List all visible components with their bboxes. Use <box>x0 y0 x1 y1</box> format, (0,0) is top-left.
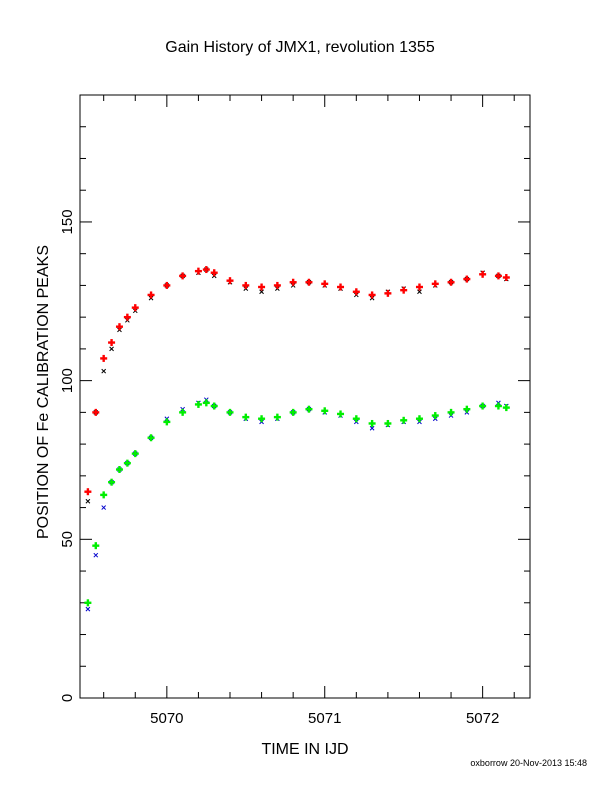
data-point <box>101 368 107 374</box>
data-point <box>210 402 218 410</box>
data-point <box>85 606 91 612</box>
data-point <box>431 280 439 288</box>
data-point <box>289 278 297 286</box>
data-point <box>242 413 250 421</box>
data-point <box>305 405 313 413</box>
data-point <box>179 408 187 416</box>
data-point <box>84 599 92 607</box>
data-point <box>273 281 281 289</box>
series-layer <box>84 266 510 612</box>
data-point <box>108 339 116 347</box>
data-point <box>431 412 439 420</box>
y-tick-label: 100 <box>59 368 76 393</box>
data-point <box>131 304 139 312</box>
data-point <box>384 419 392 427</box>
data-point <box>337 410 345 418</box>
data-point <box>258 415 266 423</box>
y-tick-label: 150 <box>59 209 76 234</box>
data-point <box>273 413 281 421</box>
data-point <box>258 283 266 291</box>
data-point <box>415 415 423 423</box>
data-point <box>115 465 123 473</box>
data-point <box>400 286 408 294</box>
footer-credit: oxborrow 20-Nov-2013 15:48 <box>470 758 587 768</box>
series-0 <box>85 267 509 504</box>
data-point <box>502 404 510 412</box>
data-point <box>259 289 264 295</box>
data-point <box>163 418 171 426</box>
data-point <box>93 552 99 558</box>
data-point <box>202 266 210 274</box>
data-point <box>337 283 345 291</box>
data-point <box>494 402 502 410</box>
data-point <box>479 402 487 410</box>
data-point <box>502 273 510 281</box>
data-point <box>417 289 422 295</box>
series-2 <box>85 397 509 612</box>
plot-frame <box>79 94 531 699</box>
data-point <box>447 408 455 416</box>
data-point <box>369 425 375 431</box>
data-point <box>463 405 471 413</box>
x-tick-label: 5070 <box>150 710 183 727</box>
axis-tick-labels: 5070 5071 5072 0 50 100 150 <box>59 209 499 727</box>
data-point <box>242 281 250 289</box>
data-point <box>447 278 455 286</box>
data-point <box>194 400 202 408</box>
data-point <box>321 407 329 415</box>
data-point <box>289 408 297 416</box>
data-point <box>368 419 376 427</box>
y-tick-label: 50 <box>59 531 76 548</box>
data-point <box>226 408 234 416</box>
data-point <box>100 491 108 499</box>
x-axis-label: TIME IN IJD <box>261 741 348 758</box>
data-point <box>85 498 91 504</box>
data-point <box>494 272 502 280</box>
data-point <box>463 275 471 283</box>
x-tick-label: 5072 <box>466 710 499 727</box>
series-1 <box>84 266 510 496</box>
y-axis-label: POSITION OF Fe CALIBRATION PEAKS <box>35 245 52 539</box>
data-point <box>226 277 234 285</box>
data-point <box>163 281 171 289</box>
data-point <box>147 291 155 299</box>
data-point <box>352 288 360 296</box>
data-point <box>84 488 92 496</box>
data-point <box>100 354 108 362</box>
data-point <box>147 434 155 442</box>
data-point <box>321 280 329 288</box>
data-point <box>194 267 202 275</box>
data-point <box>400 416 408 424</box>
data-point <box>384 289 392 297</box>
series-3 <box>84 399 510 607</box>
data-point <box>108 478 116 486</box>
axis-ticks <box>80 94 530 699</box>
data-point <box>101 505 107 510</box>
data-point <box>210 269 218 277</box>
data-point <box>352 415 360 423</box>
x-tick-label: 5071 <box>308 710 341 727</box>
data-point <box>123 313 131 321</box>
data-point <box>415 283 423 291</box>
data-point <box>92 542 100 550</box>
data-point <box>305 278 313 286</box>
data-point <box>123 459 131 467</box>
data-point <box>115 323 123 331</box>
data-point <box>131 450 139 458</box>
data-point <box>368 291 376 299</box>
chart-title: Gain History of JMX1, revolution 1355 <box>165 39 435 56</box>
data-point <box>202 399 210 407</box>
data-point <box>179 272 187 280</box>
data-point <box>479 270 487 278</box>
y-tick-label: 0 <box>59 694 76 702</box>
data-point <box>92 408 100 416</box>
data-point <box>109 346 114 352</box>
